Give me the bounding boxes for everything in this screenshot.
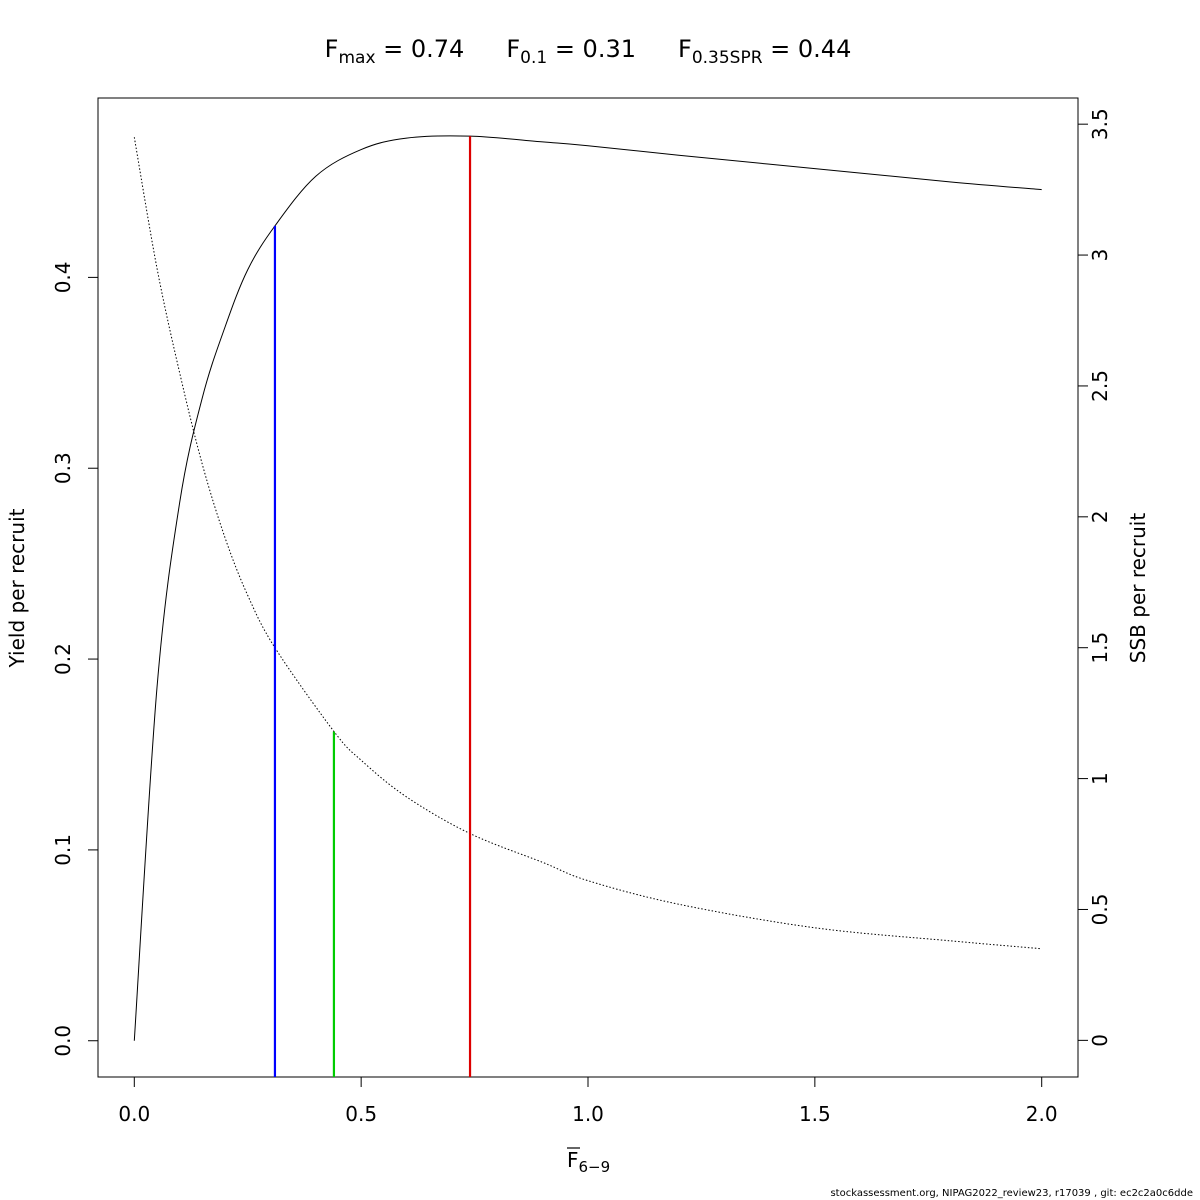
y-left-axis: 0.0 0.1 0.2 0.3 0.4	[51, 261, 99, 1057]
y-right-tick-label: 0	[1088, 1034, 1112, 1047]
reference-lines	[273, 136, 472, 1077]
f035spr-letter: F	[678, 35, 692, 63]
x-tick-label: 2.0	[1026, 1102, 1058, 1126]
xlabel-sub: 6−9	[579, 1158, 611, 1176]
x-tick-label: 1.0	[572, 1102, 604, 1126]
y-left-axis-label: Yield per recruit	[5, 508, 29, 668]
x-tick-label: 0.0	[118, 1102, 150, 1126]
plot-frame	[97, 97, 1079, 1078]
y-right-tick-label: 3.5	[1088, 108, 1112, 140]
y-right-tick-label: 0.5	[1088, 894, 1112, 926]
y-right-tick-label: 1.5	[1088, 632, 1112, 664]
y-left-tick-label: 0.0	[51, 1025, 75, 1057]
x-axis: 0.0 0.5 1.0 1.5 2.0	[118, 1076, 1058, 1126]
f01-letter: F	[506, 35, 520, 63]
fmax-letter: F	[325, 35, 339, 63]
fmax-sub: max	[338, 48, 375, 68]
fmax-value: = 0.74	[376, 35, 465, 63]
y-right-axis-label: SSB per recruit	[1126, 513, 1150, 664]
y-right-tick-label: 2.5	[1088, 370, 1112, 402]
footer-text: stockassessment.org, NIPAG2022_review23,…	[830, 1188, 1193, 1199]
f035spr-sub: 0.35SPR	[692, 48, 763, 68]
y-right-tick-label: 3	[1088, 249, 1112, 262]
series-layer	[133, 135, 1042, 1041]
chart-title: Fmax = 0.74 F0.1 = 0.31 F0.35SPR = 0.44	[325, 35, 852, 68]
x-tick-label: 1.5	[799, 1102, 831, 1126]
f01-value: = 0.31	[547, 35, 636, 63]
y-left-tick-label: 0.1	[51, 834, 75, 866]
x-tick-label: 0.5	[345, 1102, 377, 1126]
yield-per-recruit-line	[133, 135, 1042, 1041]
xlabel-letter: F	[567, 1148, 579, 1172]
y-right-axis: 0 0.5 1 1.5 2 2.5 3 3.5	[1077, 108, 1112, 1047]
y-right-tick-label: 1	[1088, 772, 1112, 785]
y-left-tick-label: 0.4	[51, 261, 75, 293]
f035spr-value: = 0.44	[763, 35, 852, 63]
y-left-tick-label: 0.3	[51, 452, 75, 484]
ssb-per-recruit-line	[133, 137, 1042, 950]
y-left-tick-label: 0.2	[51, 643, 75, 675]
x-axis-label: F6−9	[567, 1148, 610, 1176]
f01-sub: 0.1	[520, 48, 547, 68]
y-right-tick-label: 2	[1088, 510, 1112, 523]
